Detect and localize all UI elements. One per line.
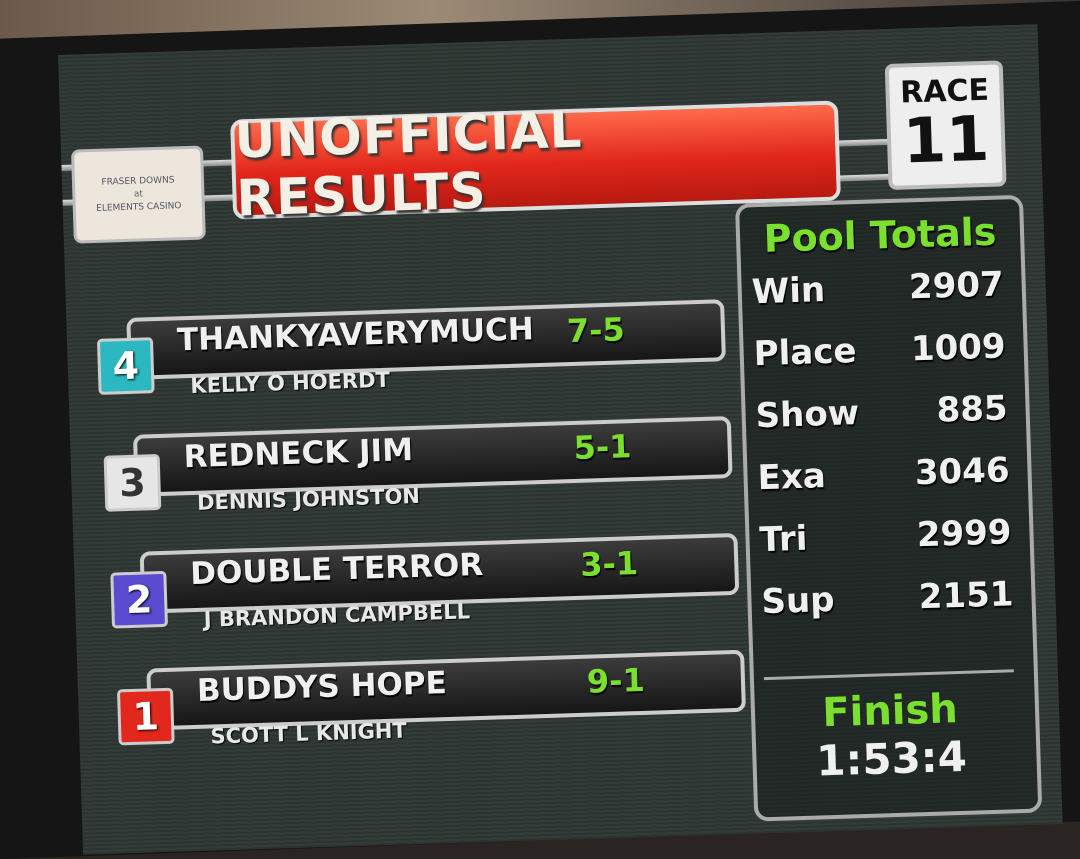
odds: 5-1 bbox=[573, 427, 632, 467]
horse-name: REDNECK JIM bbox=[183, 432, 414, 476]
pool-row: Show 885 bbox=[745, 377, 1027, 448]
page-title: UNOFFICIAL RESULTS bbox=[230, 100, 841, 227]
result-row: 2 DOUBLE TERROR 3-1 J BRANDON CAMPBELL bbox=[109, 513, 740, 632]
pool-row: Tri 2999 bbox=[749, 501, 1031, 572]
pool-row: Exa 3046 bbox=[747, 439, 1029, 510]
race-number-box: RACE 11 bbox=[884, 60, 1007, 190]
odds: 7-5 bbox=[566, 310, 626, 351]
program-number-badge: 2 bbox=[110, 570, 169, 629]
pool-label: Sup bbox=[760, 579, 836, 623]
finish-time: 1:53:4 bbox=[815, 731, 968, 786]
driver-name: SCOTT L KNIGHT bbox=[210, 718, 408, 749]
track-logo: FRASER DOWNS at ELEMENTS CASINO bbox=[70, 145, 206, 244]
odds: 3-1 bbox=[579, 544, 639, 584]
pool-totals-panel: Pool Totals Win 2907 Place 1009 Show 885 Exa 30… bbox=[735, 194, 1043, 822]
pool-row: Win 2907 bbox=[741, 253, 1023, 324]
result-row: 4 THANKYAVERYMUCH 7-5 KELLY O HOERDT bbox=[96, 279, 726, 398]
pool-value: 2151 bbox=[918, 574, 1015, 618]
pool-label: Win bbox=[751, 270, 826, 313]
pool-row: Sup 2151 bbox=[751, 563, 1033, 634]
pool-value: 885 bbox=[935, 388, 1009, 431]
finish-time-box: Finish 1:53:4 bbox=[763, 669, 1018, 801]
pool-value: 3046 bbox=[914, 450, 1011, 494]
result-row: 3 REDNECK JIM 5-1 DENNIS JOHNSTON bbox=[102, 396, 733, 515]
result-row: 1 BUDDYS HOPE 9-1 SCOTT L KNIGHT bbox=[116, 630, 746, 749]
pool-label: Exa bbox=[757, 456, 827, 499]
pool-label: Show bbox=[755, 393, 860, 437]
program-number-badge: 1 bbox=[116, 687, 175, 746]
results-screen: FRASER DOWNS at ELEMENTS CASINO UNOFFICI… bbox=[58, 24, 1063, 855]
finish-label: Finish bbox=[821, 686, 959, 737]
pool-value: 1009 bbox=[910, 326, 1007, 370]
pool-row: Place 1009 bbox=[743, 315, 1025, 386]
logo-line: ELEMENTS CASINO bbox=[96, 201, 182, 214]
logo-line: FRASER DOWNS bbox=[101, 175, 175, 188]
pool-title: Pool Totals bbox=[763, 209, 998, 261]
logo-line: at bbox=[133, 189, 144, 200]
race-number: 11 bbox=[901, 101, 991, 178]
program-number-badge: 4 bbox=[96, 337, 155, 395]
odds: 9-1 bbox=[586, 660, 646, 701]
pool-value: 2999 bbox=[916, 512, 1013, 556]
driver-name: KELLY O HOERDT bbox=[190, 367, 391, 398]
pool-label: Place bbox=[753, 331, 858, 375]
pool-label: Tri bbox=[758, 518, 809, 561]
program-number-badge: 3 bbox=[103, 454, 162, 512]
pool-value: 2907 bbox=[908, 264, 1005, 308]
